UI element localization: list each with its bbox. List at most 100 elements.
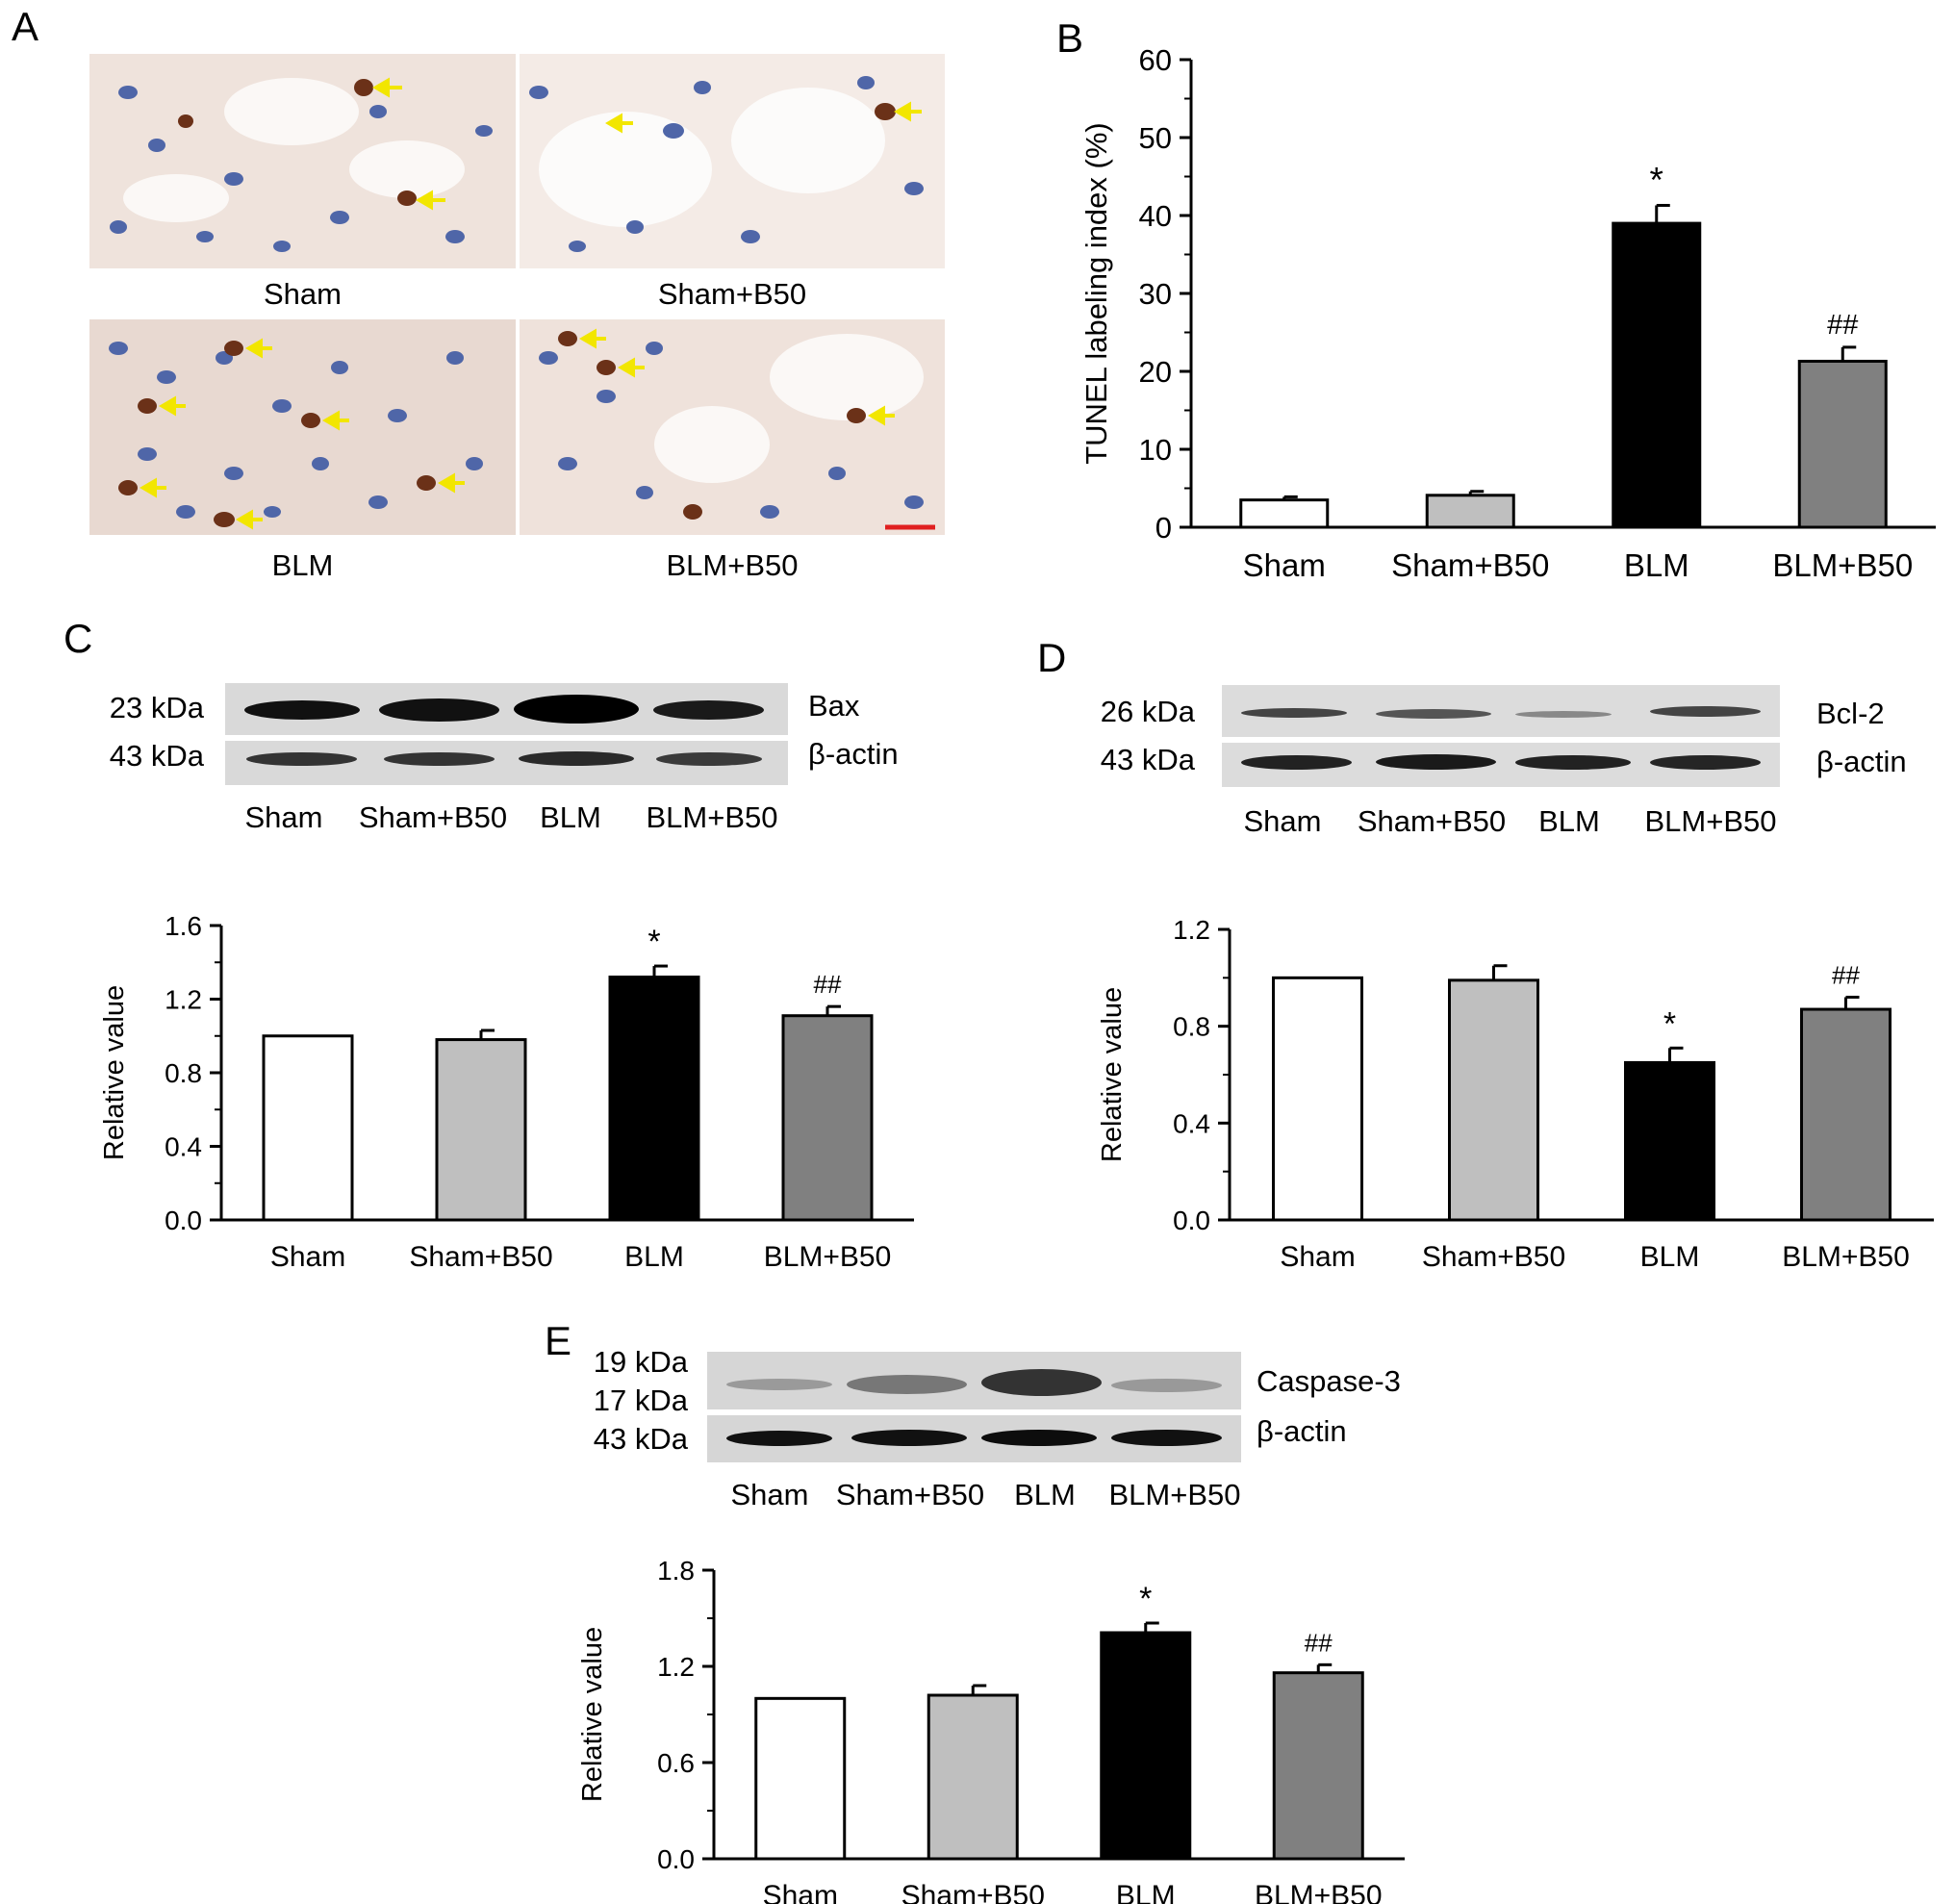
- chart-c-ytick-label: 0.4: [165, 1132, 202, 1162]
- micrograph-sham-arrows: [372, 77, 445, 211]
- blot-c-control-label: β-actin: [808, 737, 899, 771]
- blot-d-lane-sham: Sham: [1243, 804, 1322, 838]
- chart-c-bar-1: [435, 1038, 527, 1222]
- micrograph-sham-image: [110, 77, 493, 252]
- micrograph-caption-sham: Sham: [264, 277, 342, 311]
- blot-d-lane-sham-b50: Sham+B50: [1357, 804, 1507, 838]
- chart-b-ytick-label: 20: [1139, 355, 1172, 389]
- micrograph-sham: [89, 54, 516, 268]
- blot-d-target-label: Bcl-2: [1816, 697, 1885, 730]
- panel-letter-c: C: [63, 616, 93, 661]
- chart-b-xtick-label-3: BLM+B50: [1772, 547, 1913, 583]
- blot-c-lane-sham-b50: Sham+B50: [358, 800, 508, 834]
- blot-d-lane-blm: BLM: [1538, 804, 1600, 838]
- chart-b-xtick-label-1: Sham+B50: [1391, 547, 1549, 583]
- blot-c-membrane: [225, 683, 788, 785]
- chart-c-xtick-label-3: BLM+B50: [764, 1241, 892, 1273]
- micrograph-sham-b50: [520, 54, 945, 268]
- blot-e-membrane: [707, 1352, 1241, 1462]
- chart-d-xtick-label-0: Sham: [1280, 1241, 1355, 1273]
- chart-b-annotation-2: *: [1650, 160, 1663, 199]
- micrograph-caption-blm-b50: BLM+B50: [666, 548, 799, 582]
- chart-e-ytick-label: 1.2: [657, 1652, 695, 1682]
- chart-b-ytick-label: 50: [1139, 121, 1172, 155]
- chart-c-annotation-3: ##: [814, 970, 842, 999]
- chart-d-bcl2: 0.0 0.4 0.8 1.2 Relative value Sham Sham+B50 * B…: [1097, 915, 1934, 1273]
- blot-c-lane-blm-b50: BLM+B50: [646, 800, 778, 834]
- micrograph-sham-b50-image: [529, 76, 924, 252]
- chart-d-xtick-label-2: BLM: [1640, 1241, 1700, 1273]
- chart-e-annotation-3: ##: [1305, 1628, 1333, 1657]
- chart-b-bar-2: [1612, 221, 1702, 529]
- chart-d-ytick-label: 0.0: [1173, 1206, 1210, 1235]
- micrograph-caption-sham-b50: Sham+B50: [657, 277, 807, 311]
- chart-d-ytick-label: 0.8: [1173, 1012, 1210, 1042]
- blot-c-lane-sham: Sham: [244, 800, 323, 834]
- chart-c-ytick-label: 0.8: [165, 1058, 202, 1088]
- chart-c-ytick-label: 1.2: [165, 985, 202, 1015]
- chart-e-ylabel: Relative value: [577, 1627, 608, 1802]
- chart-c-bar-2: [608, 976, 700, 1222]
- micrograph-caption-blm: BLM: [271, 548, 334, 582]
- chart-e-bar-0: [754, 1696, 847, 1861]
- blot-e-lane-blm-b50: BLM+B50: [1108, 1478, 1241, 1511]
- chart-b-xtick-label-2: BLM: [1624, 547, 1689, 583]
- blot-e-lane-sham: Sham: [730, 1478, 809, 1511]
- chart-e-ytick-label: 0.0: [657, 1844, 695, 1874]
- chart-d-annotation-3: ##: [1832, 960, 1860, 989]
- chart-b-bar-1: [1425, 494, 1515, 529]
- blot-e-target-kda-17: 17 kDa: [593, 1384, 688, 1417]
- chart-e-xtick-label-0: Sham: [763, 1880, 838, 1904]
- chart-b-tunel: 0 10 20 30 40 50 60 TUNEL labeling index (%) Sha…: [1079, 43, 1936, 583]
- chart-d-xtick-label-3: BLM+B50: [1782, 1241, 1910, 1273]
- panel-letter-d: D: [1037, 635, 1067, 680]
- chart-c-bar-3: [781, 1014, 874, 1222]
- blot-e-control-label: β-actin: [1257, 1414, 1347, 1448]
- chart-e-xtick-label-3: BLM+B50: [1255, 1880, 1383, 1904]
- chart-c-xtick-label-2: BLM: [624, 1241, 684, 1273]
- blot-c-target-label: Bax: [808, 689, 860, 723]
- chart-c-ytick-label: 1.6: [165, 911, 202, 941]
- chart-b-ytick-label: 40: [1139, 199, 1172, 233]
- blot-c-control-kda: 43 kDa: [109, 739, 204, 773]
- chart-b-xtick-label-0: Sham: [1243, 547, 1326, 583]
- panel-letter-a: A: [12, 4, 39, 49]
- chart-b-ytick-label: 30: [1139, 277, 1172, 311]
- blot-e-control-kda: 43 kDa: [593, 1422, 688, 1456]
- chart-b-bar-0: [1239, 498, 1330, 529]
- blot-d-membrane: [1222, 685, 1780, 787]
- panel-letter-b: B: [1056, 15, 1084, 61]
- micrograph-blm-b50-arrows: [579, 328, 895, 426]
- blot-d-lane-blm-b50: BLM+B50: [1644, 804, 1777, 838]
- chart-d-bar-3: [1800, 1007, 1892, 1222]
- chart-d-xtick-label-1: Sham+B50: [1422, 1241, 1565, 1273]
- chart-d-bar-2: [1624, 1060, 1715, 1222]
- micrograph-blm-b50: [520, 319, 945, 535]
- chart-e-ytick-label: 1.8: [657, 1556, 695, 1586]
- chart-b-ytick-label: 10: [1139, 433, 1172, 467]
- blot-e-target-label: Caspase-3: [1257, 1364, 1401, 1398]
- chart-e-bar-2: [1100, 1631, 1192, 1861]
- chart-d-annotation-2: *: [1663, 1005, 1676, 1042]
- chart-b-ytick-label: 60: [1139, 43, 1172, 77]
- chart-b-ylabel: TUNEL labeling index (%): [1079, 122, 1113, 465]
- blot-d-control-label: β-actin: [1816, 745, 1907, 778]
- chart-e-xtick-label-1: Sham+B50: [901, 1880, 1045, 1904]
- blot-c-target-kda: 23 kDa: [109, 691, 204, 724]
- chart-c-ytick-label: 0.0: [165, 1206, 202, 1235]
- chart-c-bax: 0.0 0.4 0.8 1.2 1.6 Relative value Sham Sham+B5…: [99, 911, 914, 1273]
- chart-b-bar-3: [1797, 359, 1888, 529]
- blot-d-target-kda: 26 kDa: [1100, 695, 1195, 728]
- chart-e-xtick-label-2: BLM: [1116, 1880, 1176, 1904]
- chart-e-bar-3: [1272, 1671, 1364, 1861]
- chart-e-annotation-2: *: [1139, 1581, 1152, 1617]
- chart-c-xtick-label-0: Sham: [270, 1241, 345, 1273]
- chart-e-bar-1: [927, 1693, 1019, 1861]
- blot-e-lane-sham-b50: Sham+B50: [835, 1478, 985, 1511]
- blot-e-target-kda-19: 19 kDa: [593, 1345, 688, 1379]
- chart-c-bar-0: [262, 1034, 354, 1222]
- chart-d-ytick-label: 1.2: [1173, 915, 1210, 945]
- micrograph-blm-image: [109, 338, 483, 530]
- chart-c-xtick-label-1: Sham+B50: [409, 1241, 552, 1273]
- chart-b-annotation-3: ##: [1827, 310, 1858, 341]
